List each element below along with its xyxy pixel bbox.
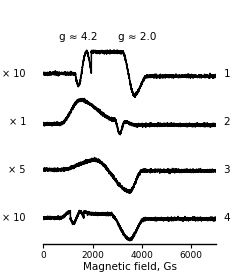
Text: × 1: × 1 <box>9 117 26 127</box>
Text: × 10: × 10 <box>2 213 26 223</box>
Text: 1: 1 <box>223 69 230 79</box>
X-axis label: Magnetic field, Gs: Magnetic field, Gs <box>83 263 177 273</box>
Text: g ≈ 2.0: g ≈ 2.0 <box>118 32 156 42</box>
Text: × 10: × 10 <box>2 69 26 79</box>
Text: 3: 3 <box>223 165 230 175</box>
Text: 2: 2 <box>223 117 230 127</box>
Text: 4: 4 <box>223 213 230 223</box>
Text: g ≈ 4.2: g ≈ 4.2 <box>59 32 97 42</box>
Text: × 5: × 5 <box>8 165 26 175</box>
